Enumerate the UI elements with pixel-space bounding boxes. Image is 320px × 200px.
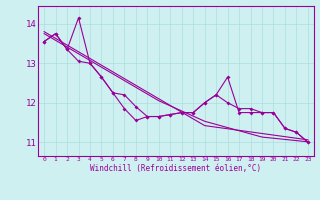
X-axis label: Windchill (Refroidissement éolien,°C): Windchill (Refroidissement éolien,°C) — [91, 164, 261, 173]
